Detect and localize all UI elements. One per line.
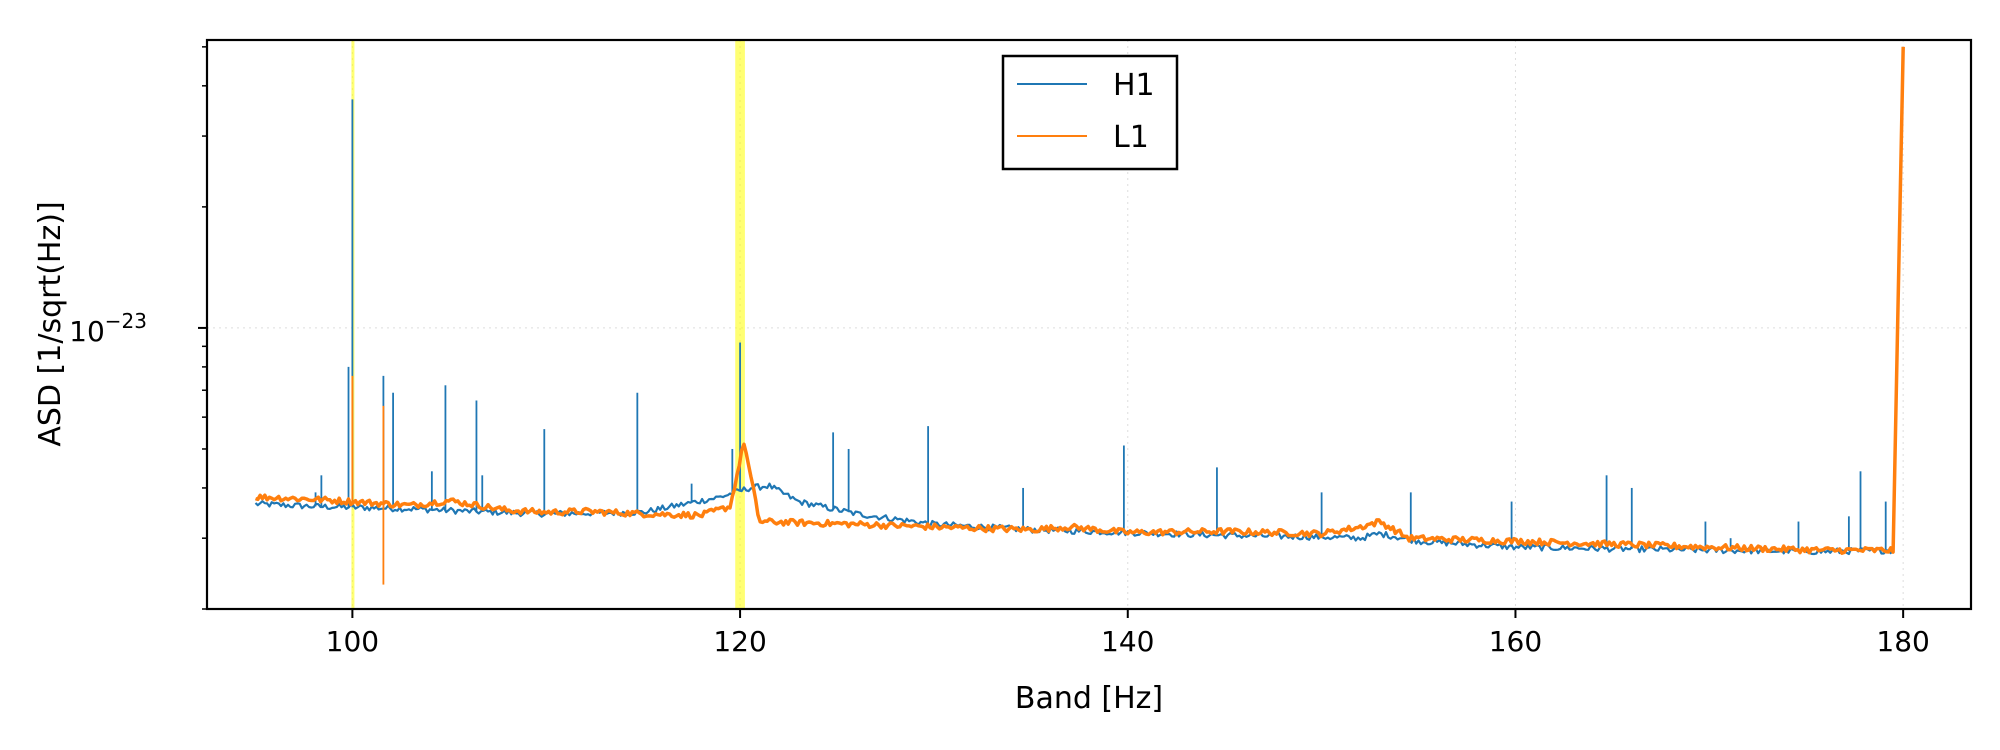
series-line-l1 — [254, 46, 1905, 555]
legend-box — [1001, 54, 1179, 171]
legend-label-h1: H1 — [1113, 68, 1155, 103]
x-tick-label-3: 160 — [1489, 625, 1542, 658]
series-l1 — [254, 46, 1905, 585]
legend: H1 L1 — [1001, 54, 1179, 171]
x-tick-label-2: 140 — [1101, 625, 1154, 658]
y-tick-base: 10 — [69, 315, 105, 348]
highlight-bands — [351, 40, 745, 609]
y-tick-exponent: −23 — [105, 309, 147, 333]
x-tick-label-1: 120 — [713, 625, 766, 658]
legend-label-l1: L1 — [1113, 120, 1149, 155]
axes: 100 120 140 160 180 — [198, 46, 1930, 658]
x-tick-label-4: 180 — [1876, 625, 1929, 658]
y-tick-label: 10−23 — [69, 309, 147, 348]
highlight-band-1 — [735, 40, 745, 609]
series-lines — [254, 46, 1905, 585]
x-tick-label-0: 100 — [326, 625, 379, 658]
y-axis-label: ASD [1/sqrt(Hz)] — [33, 201, 68, 446]
x-axis-label: Band [Hz] — [1015, 681, 1163, 716]
plot-area-frame — [205, 38, 1973, 611]
